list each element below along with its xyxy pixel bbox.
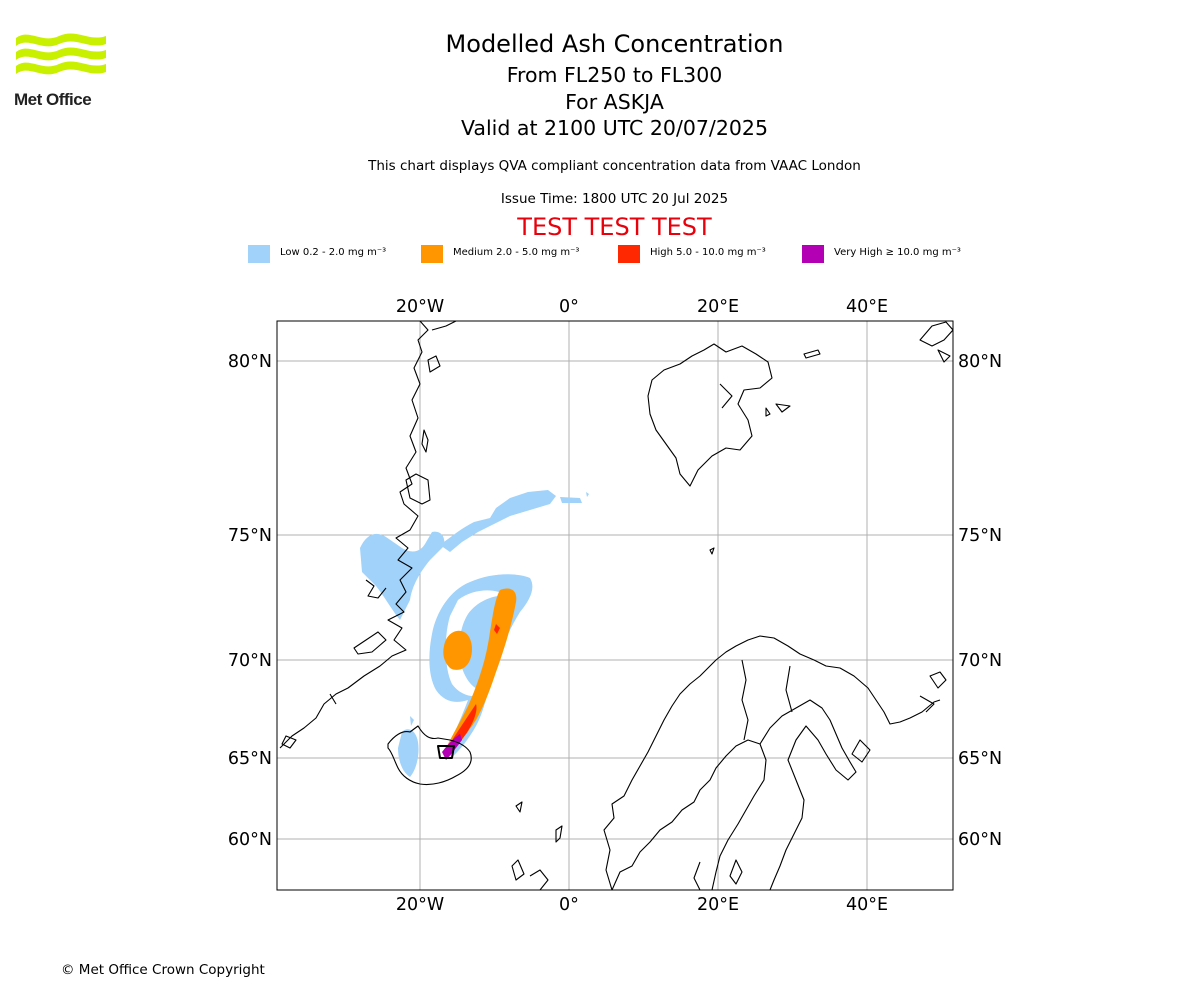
- lat-label-right-70n: 70°N: [958, 651, 1002, 671]
- lon-label-top-20e: 20°E: [697, 297, 739, 317]
- ash-low-concentration: [360, 490, 589, 777]
- lon-label-top-0: 0°: [559, 297, 579, 317]
- valid-time: Valid at 2100 UTC 20/07/2025: [460, 116, 769, 140]
- coastlines: [279, 321, 953, 890]
- test-banner: TEST TEST TEST: [517, 213, 712, 241]
- legend-swatch-low: [248, 245, 270, 263]
- copyright-notice: © Met Office Crown Copyright: [61, 962, 265, 978]
- issue-time: Issue Time: 1800 UTC 20 Jul 2025: [500, 191, 729, 207]
- lon-label-top-40e: 40°E: [846, 297, 888, 317]
- lon-label-bottom-40e: 40°E: [846, 895, 888, 915]
- legend-label-medium: Medium 2.0 - 5.0 mg m⁻³: [453, 247, 580, 258]
- legend-label-high: High 5.0 - 10.0 mg m⁻³: [650, 247, 766, 258]
- data-note: This chart displays QVA compliant concen…: [368, 158, 861, 174]
- lon-label-bottom-20e: 20°E: [697, 895, 739, 915]
- legend-swatch-high: [618, 245, 640, 263]
- lat-label-left-70n: 70°N: [228, 651, 272, 671]
- met-office-waves-icon: [16, 33, 106, 75]
- legend-label-low: Low 0.2 - 2.0 mg m⁻³: [280, 247, 387, 258]
- chart-title: Modelled Ash Concentration: [445, 30, 784, 58]
- lon-label-top-20w: 20°W: [396, 297, 444, 317]
- legend-label-very-high: Very High ≥ 10.0 mg m⁻³: [834, 247, 961, 258]
- map-frame: [276, 320, 954, 891]
- legend-swatch-medium: [421, 245, 443, 263]
- lat-label-left-60n: 60°N: [228, 830, 272, 850]
- lon-label-bottom-0: 0°: [559, 895, 579, 915]
- met-office-logo: Met Office: [14, 30, 109, 112]
- lat-label-left-80n: 80°N: [228, 352, 272, 372]
- volcano-name: For ASKJA: [565, 90, 664, 114]
- legend-swatch-very-high: [802, 245, 824, 263]
- ash-swirl-gap: [445, 590, 508, 697]
- map-gridlines: [277, 321, 953, 890]
- lat-label-right-60n: 60°N: [958, 830, 1002, 850]
- lat-label-right-80n: 80°N: [958, 352, 1002, 372]
- flight-level-range: From FL250 to FL300: [506, 63, 723, 87]
- lat-label-left-75n: 75°N: [228, 526, 272, 546]
- lat-label-left-65n: 65°N: [228, 749, 272, 769]
- lat-label-right-65n: 65°N: [958, 749, 1002, 769]
- lon-label-bottom-20w: 20°W: [396, 895, 444, 915]
- lat-label-right-75n: 75°N: [958, 526, 1002, 546]
- logo-text: Met Office: [14, 90, 92, 109]
